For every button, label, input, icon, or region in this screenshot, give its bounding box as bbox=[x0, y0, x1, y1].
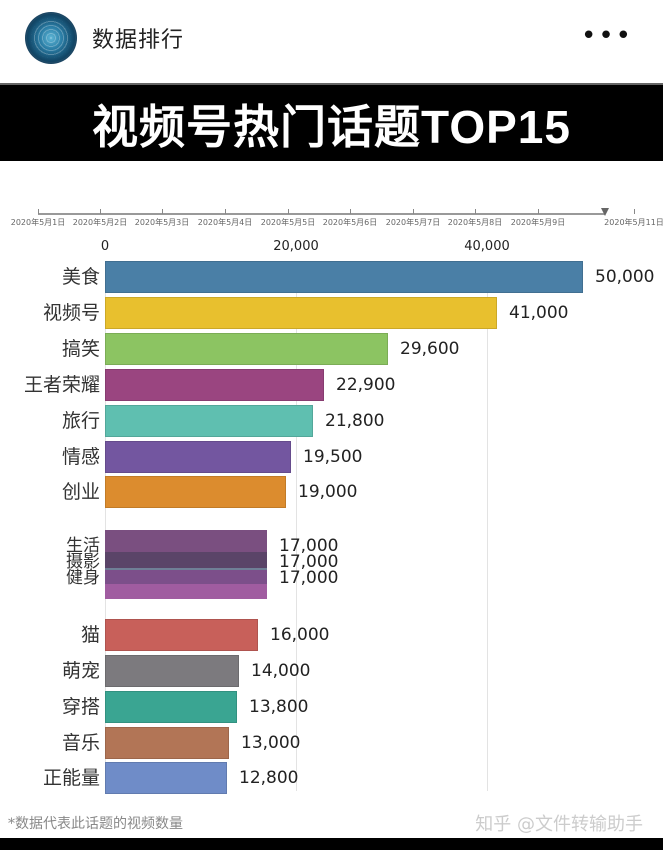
timeline-tick bbox=[350, 209, 351, 214]
timeline-date-label: 2020年5月1日 bbox=[10, 218, 66, 227]
chart-title: 视频号热门话题TOP15 bbox=[92, 101, 571, 153]
timeline-date-label: 2020年5月5日 bbox=[260, 218, 316, 227]
bar-row: 王者荣耀 22,900 bbox=[0, 369, 663, 401]
bar-value-label: 12,800 bbox=[239, 768, 299, 788]
bar-row: 视频号 41,000 bbox=[0, 297, 663, 329]
bar[interactable] bbox=[105, 441, 291, 473]
bar[interactable] bbox=[105, 552, 267, 568]
post-header: 数据排行 ••• bbox=[0, 0, 663, 82]
bar[interactable] bbox=[105, 530, 267, 552]
bar-value-label: 17,000 bbox=[279, 568, 339, 588]
x-tick-0: 0 bbox=[100, 239, 110, 254]
footnote: *数据代表此话题的视频数量 bbox=[8, 816, 183, 832]
timeline-date-label: 2020年5月2日 bbox=[72, 218, 128, 227]
avatar[interactable] bbox=[25, 12, 77, 64]
bar-value-label: 22,900 bbox=[336, 375, 396, 395]
bar[interactable] bbox=[105, 727, 229, 759]
bar-value-label: 41,000 bbox=[509, 303, 569, 323]
timeline-handle-icon[interactable] bbox=[601, 208, 609, 216]
x-tick-40000: 40,000 bbox=[464, 239, 510, 254]
bar-category-label: 穿搭 bbox=[61, 696, 100, 718]
bar-row: 猫 16,000 bbox=[0, 619, 663, 651]
bar-category-label: 视频号 bbox=[42, 302, 100, 324]
timeline-tick bbox=[288, 209, 289, 214]
account-name[interactable]: 数据排行 bbox=[92, 28, 185, 53]
bar-row: 美食 50,000 bbox=[0, 261, 663, 293]
timeline-date-label: 2020年5月3日 bbox=[134, 218, 190, 227]
timeline-tick bbox=[38, 209, 39, 214]
timeline-tick bbox=[225, 209, 226, 214]
bar-value-label: 13,800 bbox=[249, 697, 309, 717]
bar-row: 穿搭 13,800 bbox=[0, 691, 663, 723]
bar[interactable] bbox=[105, 655, 239, 687]
bar-category-label: 生活 bbox=[66, 536, 100, 556]
x-tick-20000: 20,000 bbox=[273, 239, 319, 254]
timeline-tick bbox=[634, 209, 635, 214]
timeline-tick bbox=[413, 209, 414, 214]
watermark: 知乎 @文件转输助手 bbox=[475, 814, 643, 835]
timeline-date-label: 2020年5月4日 bbox=[197, 218, 253, 227]
bar[interactable] bbox=[105, 261, 583, 293]
bar-value-label: 21,800 bbox=[325, 411, 385, 431]
bar-category-label: 创业 bbox=[61, 481, 100, 503]
bar[interactable] bbox=[105, 476, 286, 508]
bar-value-label: 17,000 bbox=[279, 536, 339, 556]
timeline-date-label: 2020年5月11日 bbox=[604, 218, 663, 227]
bar-chart: 2020年5月1日 2020年5月2日 2020年5月3日 2020年5月4日 2020… bbox=[0, 161, 663, 841]
bar-value-label: 17,000 bbox=[279, 552, 339, 572]
bar[interactable] bbox=[105, 369, 324, 401]
bar-category-label: 情感 bbox=[61, 446, 100, 468]
bar-category-label: 搞笑 bbox=[61, 338, 100, 360]
bar-row: 搞笑 29,600 bbox=[0, 333, 663, 365]
bar-category-label: 正能量 bbox=[42, 767, 100, 789]
bar-value-label: 29,600 bbox=[400, 339, 460, 359]
bar[interactable] bbox=[105, 619, 258, 651]
bar[interactable] bbox=[105, 405, 313, 437]
timeline-tick bbox=[538, 209, 539, 214]
bar-category-label: 王者荣耀 bbox=[23, 374, 100, 396]
bar-category-label: 美食 bbox=[61, 266, 100, 288]
bar[interactable] bbox=[105, 691, 237, 723]
gridline bbox=[105, 261, 106, 791]
gridline bbox=[296, 261, 297, 791]
bar[interactable] bbox=[105, 568, 267, 570]
bar[interactable] bbox=[105, 584, 267, 599]
timeline-date-label: 2020年5月8日 bbox=[447, 218, 503, 227]
bar[interactable] bbox=[105, 297, 497, 329]
bar-category-label: 摄影 bbox=[66, 552, 100, 572]
bar-row: 萌宠 14,000 bbox=[0, 655, 663, 687]
bar-row: 创业 19,000 bbox=[0, 476, 663, 508]
bar-row: 正能量 12,800 bbox=[0, 762, 663, 794]
timeline-date-label: 2020年5月9日 bbox=[510, 218, 566, 227]
timeline-date-label: 2020年5月6日 bbox=[322, 218, 378, 227]
timeline-tick bbox=[162, 209, 163, 214]
timeline-tick bbox=[475, 209, 476, 214]
bar-category-label: 音乐 bbox=[61, 732, 100, 754]
bar-row: 旅行 21,800 bbox=[0, 405, 663, 437]
bar-value-label: 16,000 bbox=[270, 625, 330, 645]
timeline-slider[interactable] bbox=[38, 208, 635, 216]
bar-value-label: 13,000 bbox=[241, 733, 301, 753]
bar-category-label: 旅行 bbox=[61, 410, 100, 432]
gridline bbox=[487, 261, 488, 791]
bottom-bar bbox=[0, 838, 663, 850]
bar-value-label: 50,000 bbox=[595, 267, 655, 287]
timeline-tick bbox=[100, 209, 101, 214]
bar-value-label: 19,000 bbox=[298, 482, 358, 502]
bar-value-label: 19,500 bbox=[303, 447, 363, 467]
title-banner: 视频号热门话题TOP15 bbox=[0, 83, 663, 163]
bar[interactable] bbox=[105, 762, 227, 794]
bar[interactable] bbox=[105, 333, 388, 365]
timeline-date-label: 2020年5月7日 bbox=[385, 218, 441, 227]
bar-category-label: 萌宠 bbox=[61, 660, 100, 682]
bar-row: 情感 19,500 bbox=[0, 441, 663, 473]
bar-category-label: 健身 bbox=[66, 568, 100, 588]
bar-row: 音乐 13,000 bbox=[0, 727, 663, 759]
more-options-icon[interactable]: ••• bbox=[580, 21, 633, 51]
bar-value-label: 14,000 bbox=[251, 661, 311, 681]
bar-category-label: 猫 bbox=[80, 624, 100, 646]
bar[interactable] bbox=[105, 570, 267, 584]
